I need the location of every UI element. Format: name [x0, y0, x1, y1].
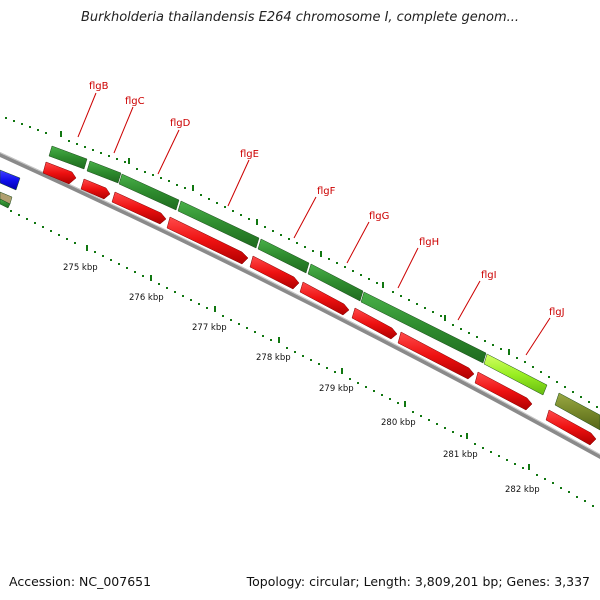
gene-feature-flgD[interactable] [118, 173, 180, 211]
gene-feature-flgC[interactable] [86, 160, 122, 184]
gene-label-flgF[interactable]: flgF [317, 186, 336, 197]
inner-tick-ring [10, 210, 594, 507]
gene-label-flgG[interactable]: flgG [369, 211, 389, 222]
gene-label-leaders [77, 92, 551, 356]
outer-tick-ring [5, 117, 598, 408]
accession-text: Accession: NC_007651 [9, 574, 152, 589]
gene-label-flgD[interactable]: flgD [170, 118, 191, 129]
cds-arrow-flgI[interactable] [397, 331, 475, 380]
gene-label-flgI[interactable]: flgI [481, 270, 497, 281]
cds-arrow-flgC[interactable] [80, 178, 111, 200]
gene-label-flgC[interactable]: flgC [125, 96, 145, 107]
cds-arrow-flgF[interactable] [249, 255, 300, 290]
cds-arrow-flgD[interactable] [111, 191, 167, 225]
kbp-label-276: 276 kbp [129, 293, 164, 303]
gene-feature-flgF[interactable] [257, 238, 310, 274]
gene-feature-flgB[interactable] [48, 145, 88, 170]
cds-arrow-flgE[interactable] [166, 216, 249, 265]
gene-feature-flgH-flgI[interactable] [360, 291, 487, 364]
gene-feature-flgG[interactable] [307, 263, 364, 302]
kbp-label-279: 279 kbp [319, 384, 354, 394]
kbp-scale-labels: 275 kbp 276 kbp 277 kbp 278 kbp 279 kbp … [63, 263, 540, 495]
gene-label-flgJ[interactable]: flgJ [549, 307, 565, 318]
gene-label-flgH[interactable]: flgH [419, 237, 439, 248]
gene-feature-olive[interactable] [554, 392, 600, 431]
gene-feature-flgJ[interactable] [483, 353, 548, 396]
map-title: Burkholderia thailandensis E264 chromoso… [80, 10, 520, 25]
kbp-label-281: 281 kbp [443, 450, 478, 460]
cds-arrow-next[interactable] [545, 409, 597, 446]
gene-label-flgB[interactable]: flgB [89, 81, 109, 92]
gene-feature-flgE[interactable] [177, 200, 260, 249]
gene-feature-blue[interactable] [0, 169, 21, 191]
gene-feature-green-small[interactable] [0, 198, 11, 209]
cds-track [42, 161, 597, 446]
gene-labels: flgB flgC flgD flgE flgF flgG flgH flgI … [89, 81, 565, 318]
gene-label-flgE[interactable]: flgE [240, 149, 259, 160]
kbp-label-278: 278 kbp [256, 353, 291, 363]
kbp-label-277: 277 kbp [192, 323, 227, 333]
genome-backbone [0, 152, 600, 460]
cds-arrow-flgJ[interactable] [474, 371, 533, 411]
cds-arrow-flgG[interactable] [299, 281, 350, 316]
kbp-label-280: 280 kbp [381, 418, 416, 428]
genome-backbone-highlight [0, 151, 600, 456]
cds-arrow-flgB[interactable] [42, 161, 77, 185]
cds-arrow-flgH[interactable] [351, 307, 398, 340]
kbp-label-282: 282 kbp [505, 485, 540, 495]
topology-summary: Topology: circular; Length: 3,809,201 bp… [246, 574, 590, 589]
kbp-label-275: 275 kbp [63, 263, 98, 273]
gene-track [0, 145, 600, 431]
